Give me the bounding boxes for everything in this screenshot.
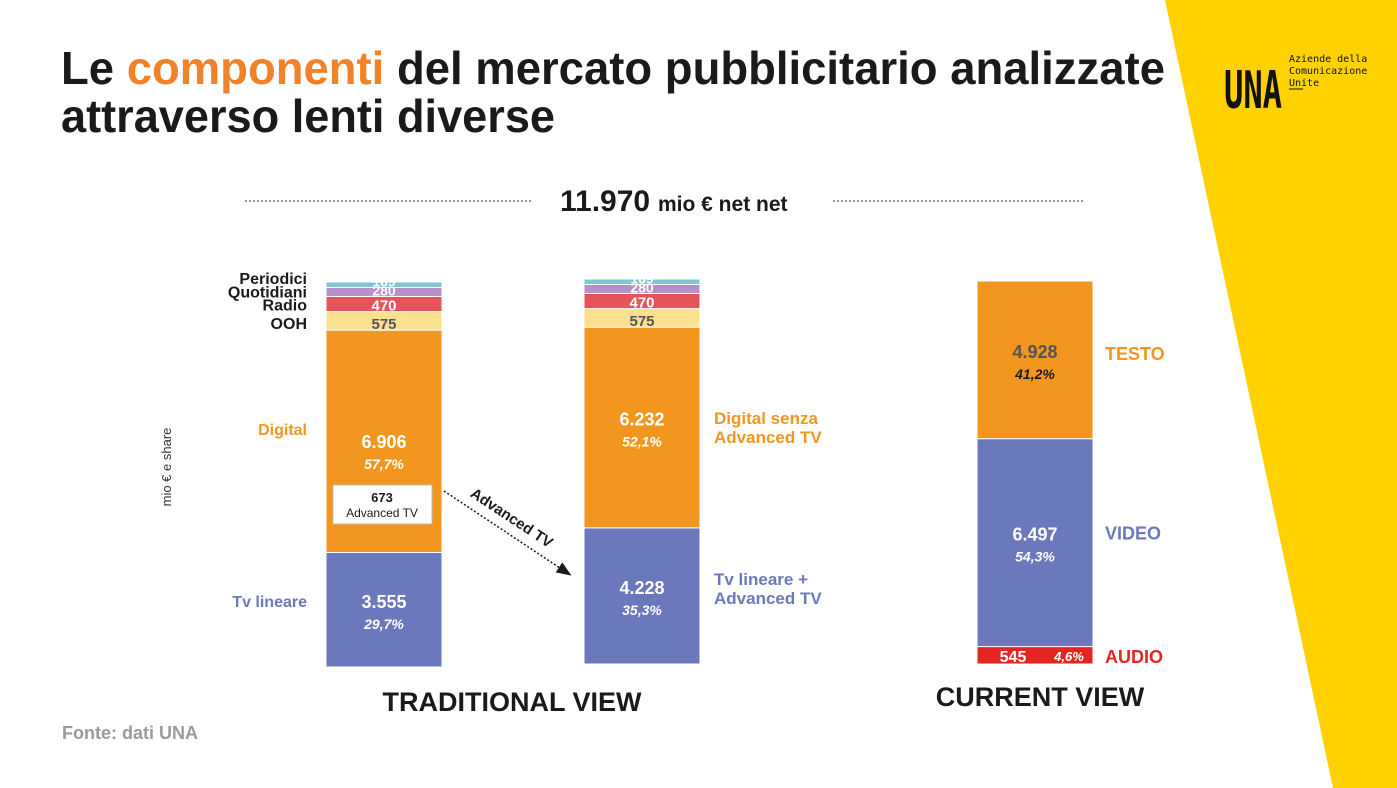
bar3-testo-segment bbox=[976, 280, 1094, 440]
source-note: Fonte: dati UNA bbox=[62, 723, 198, 743]
bar1-digital-share: 57,7% bbox=[364, 456, 404, 472]
bar3-video-label: VIDEO bbox=[1105, 524, 1161, 544]
bar1-digital-label: Digital bbox=[258, 422, 307, 439]
advanced-tv-callout-value: 673 bbox=[371, 490, 393, 505]
bar2-tv-lineare-advanced-tv-label-line1: Tv lineare + bbox=[714, 570, 808, 589]
bar2-tv-lineare-advanced-tv-segment bbox=[583, 527, 701, 665]
page-title-line-2: attraverso lenti diverse bbox=[61, 90, 555, 142]
bar2-tv-lineare-advanced-tv-label-line2: Advanced TV bbox=[714, 589, 822, 608]
bar3-video-value: 6.497 bbox=[1012, 525, 1057, 545]
advanced-tv-callout-label: Advanced TV bbox=[346, 506, 418, 520]
bar2-tv-lineare-advanced-tv-value: 4.228 bbox=[619, 578, 664, 598]
bar1-radio-value: 470 bbox=[371, 298, 396, 315]
advanced-tv-callout-box bbox=[332, 484, 433, 525]
bar1-quotidiani-label: Quotidiani bbox=[228, 284, 307, 301]
traditional-view-title: TRADITIONAL VIEW bbox=[383, 687, 643, 717]
bar3-testo-share: 41,2% bbox=[1014, 366, 1055, 382]
title-part-2: del mercato pubblicitario analizzate bbox=[384, 42, 1165, 94]
yellow-background-shape bbox=[1165, 0, 1397, 788]
bar1-tv-lineare-label: Tv lineare bbox=[232, 594, 307, 611]
bar1-radio-label: Radio bbox=[263, 298, 308, 315]
bar3-audio-label: AUDIO bbox=[1105, 647, 1163, 667]
bar2-periodici-value: 169 bbox=[630, 270, 654, 286]
total-unit: mio € net net bbox=[658, 193, 788, 216]
page-title-line-1: Le componenti del mercato pubblicitario … bbox=[61, 42, 1165, 94]
bar1-periodici-value: 169 bbox=[372, 273, 396, 289]
bar3-testo-label: TESTO bbox=[1105, 344, 1165, 364]
bar2-periodici-segment bbox=[583, 278, 701, 285]
total-value: 11.970 bbox=[560, 185, 650, 218]
logo-line-3: Unite bbox=[1289, 78, 1319, 89]
bar3-audio-value: 545 bbox=[1000, 649, 1027, 666]
bar1-digital-value: 6.906 bbox=[361, 432, 406, 452]
bar3-testo-value: 4.928 bbox=[1012, 342, 1057, 362]
title-part-1: Le bbox=[61, 42, 127, 94]
bar1-ooh-value: 575 bbox=[371, 316, 396, 333]
bar2-digital-senza-advanced-tv-value: 6.232 bbox=[619, 409, 664, 429]
bar1-periodici-segment bbox=[325, 281, 443, 288]
logo-line-1: Aziende della bbox=[1289, 54, 1367, 65]
bar2-digital-senza-advanced-tv-label-line2: Advanced TV bbox=[714, 428, 822, 447]
una-logo: UNA Aziende della Comunicazione Unite bbox=[1224, 54, 1367, 121]
bars-layer: 3.555 29,7% Tv lineare 6.906 57,7% Digital 575… bbox=[228, 270, 1165, 668]
current-view-title: CURRENT VIEW bbox=[936, 682, 1145, 712]
bar2-radio-value: 470 bbox=[629, 295, 654, 312]
advanced-tv-callout: 673 Advanced TV bbox=[332, 484, 433, 525]
bar1-tv-lineare-value: 3.555 bbox=[361, 592, 406, 612]
bar2-ooh-value: 575 bbox=[629, 313, 654, 330]
bar3-audio-share: 4,6% bbox=[1053, 649, 1084, 664]
bar2-digital-senza-advanced-tv-segment bbox=[583, 326, 701, 529]
bar1-ooh-label: OOH bbox=[271, 316, 307, 333]
bar3-video-share: 54,3% bbox=[1015, 549, 1055, 565]
bar1-tv-lineare-share: 29,7% bbox=[363, 616, 404, 632]
bar3-video-segment bbox=[976, 438, 1094, 648]
bar2-tv-lineare-advanced-tv-share: 35,3% bbox=[622, 602, 662, 618]
logo-mark: UNA bbox=[1224, 61, 1282, 121]
bar1-periodici-label: Periodici bbox=[239, 271, 307, 288]
y-axis-label: mio € e share bbox=[159, 428, 174, 507]
bar2-digital-senza-advanced-tv-share: 52,1% bbox=[622, 433, 662, 449]
logo-line-2: Comunicazione bbox=[1289, 66, 1367, 77]
bar2-digital-senza-advanced-tv-label-line1: Digital senza bbox=[714, 409, 818, 428]
title-highlight: componenti bbox=[127, 42, 385, 94]
advanced-tv-arrow bbox=[443, 490, 572, 576]
advanced-tv-arrow-label: Advanced TV bbox=[467, 485, 556, 552]
